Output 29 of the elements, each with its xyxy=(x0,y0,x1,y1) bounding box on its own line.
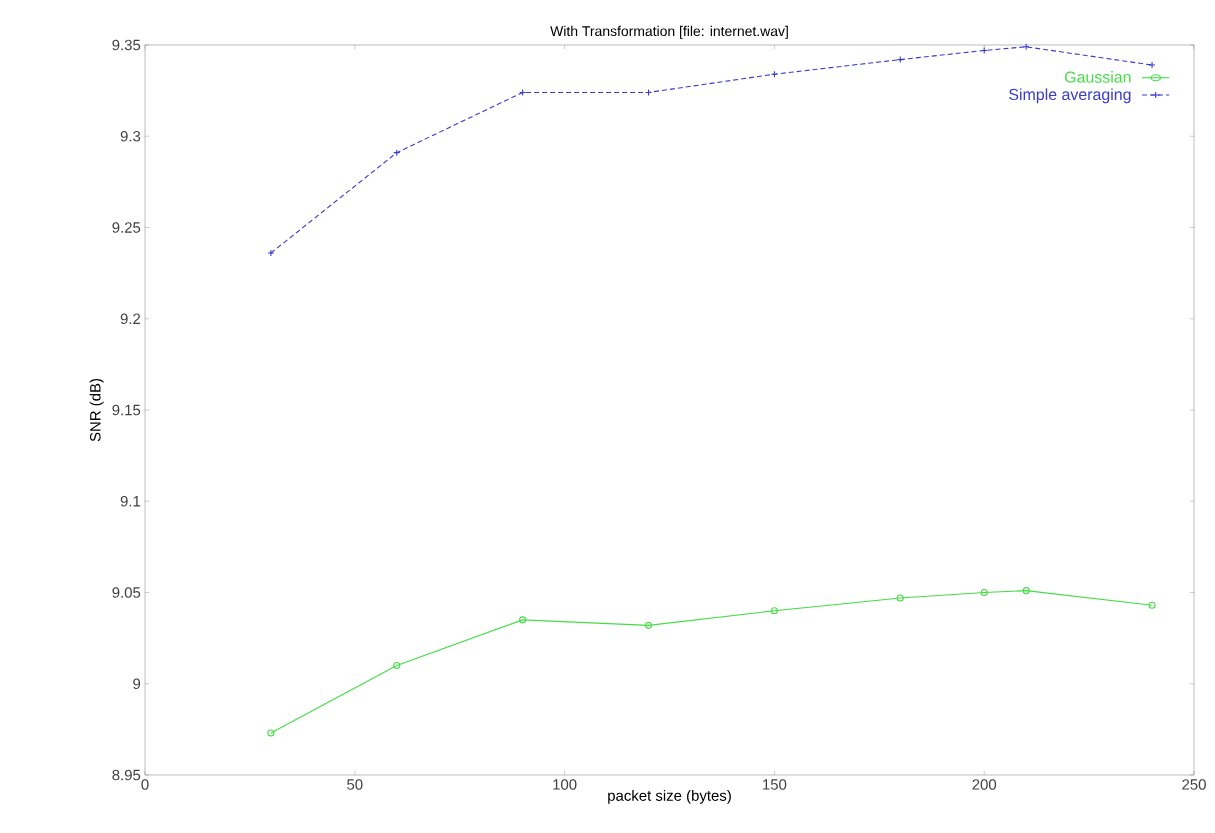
point xyxy=(1148,61,1156,69)
x-tick-label: 150 xyxy=(763,779,787,790)
x-tick-label: 200 xyxy=(972,779,997,790)
x-tick-label: 100 xyxy=(553,779,577,790)
y-tick-label: 9.3 xyxy=(120,130,141,142)
point xyxy=(1022,587,1030,595)
point xyxy=(770,607,778,615)
y-axis-title: SNR (dB) xyxy=(89,378,104,442)
legend-label: Gaussian xyxy=(1064,71,1131,83)
point xyxy=(393,661,401,670)
point xyxy=(896,594,904,602)
chart-title: With Transformation [file: internet.wav] xyxy=(550,25,788,39)
point xyxy=(980,588,988,597)
y-tick-label: 9.35 xyxy=(112,39,141,51)
x-tick-label: 250 xyxy=(1182,779,1206,790)
y-tick-label: 9.25 xyxy=(112,222,141,233)
x-tick-label: 50 xyxy=(347,779,363,790)
y-tick-label: 9.1 xyxy=(120,495,141,507)
point xyxy=(267,249,275,257)
x-axis-title: packet size (bytes) xyxy=(608,789,731,804)
y-tick-label: 9.2 xyxy=(120,313,141,325)
point xyxy=(519,616,527,624)
legend-label: Simple averaging xyxy=(1009,88,1131,104)
y-tick-label: 9 xyxy=(133,678,141,690)
y-tick-label: 9.05 xyxy=(112,587,141,598)
y-tick-label: 9.15 xyxy=(112,404,141,416)
y-tick-label: 8.95 xyxy=(112,769,141,781)
point xyxy=(644,621,653,629)
x-tick-label: 0 xyxy=(141,779,149,790)
